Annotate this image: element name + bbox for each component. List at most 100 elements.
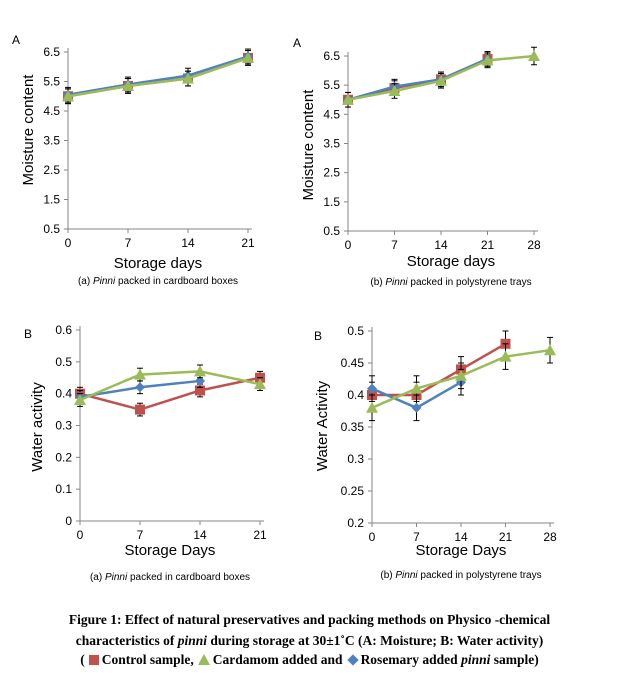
series-rosemary — [63, 48, 253, 103]
panel-label: B — [314, 329, 322, 343]
chart-panel-1: 0.5 1.5 2.5 3.5 4.5 5.5 6.5 0 7 14 21 A Storage days… — [12, 33, 255, 287]
series-line — [79, 370, 261, 402]
x-tick-label: 0 — [345, 238, 352, 252]
panel-caption: (a) Pinni packed in cardboard boxes — [90, 572, 250, 583]
y-tick-label: 0.35 — [341, 420, 365, 434]
y-tick-label: 4.5 — [323, 107, 340, 121]
data-point-triangle — [122, 79, 134, 91]
y-tick-label: 0.2 — [347, 516, 364, 530]
data-point-diamond — [367, 383, 377, 394]
series-cardamom — [366, 336, 556, 422]
y-tick-label: 0 — [65, 514, 72, 528]
series-line — [79, 376, 261, 411]
x-axis-title: Storage days — [407, 253, 495, 270]
x-tick-label: 21 — [253, 528, 267, 542]
panel-caption: (a) Pinni packed in cardboard boxes — [78, 276, 238, 287]
legend-rosemary-label: Rosemary added pinni sample) — [360, 652, 539, 667]
y-axis-title: Moisture content — [20, 74, 37, 186]
y-axis-title: Water Activity — [314, 380, 331, 471]
data-point-square — [195, 385, 205, 396]
x-tick-label: 14 — [193, 528, 207, 542]
series-rosemary — [343, 51, 493, 108]
y-tick-label: 5.5 — [43, 75, 60, 89]
data-point-triangle — [62, 90, 74, 102]
x-tick-label: 21 — [499, 530, 513, 544]
data-point-triangle — [544, 344, 556, 356]
data-point-diamond — [135, 382, 145, 393]
y-axis-title: Water activity — [29, 382, 46, 472]
y-axis-title: Moisture content — [300, 89, 317, 201]
y-tick-label: 0.3 — [55, 419, 72, 433]
legend-rosemary-marker — [346, 654, 359, 666]
x-tick-label: 14 — [181, 236, 195, 250]
x-tick-label: 14 — [434, 238, 448, 252]
series-cardamom — [342, 46, 540, 108]
panel-label: A — [12, 33, 20, 47]
y-tick-label: 0.3 — [347, 452, 364, 466]
panel-caption: (b) Pinni packed in polystyrene trays — [380, 570, 541, 581]
x-tick-label: 7 — [125, 236, 132, 250]
y-tick-label: 0.1 — [55, 482, 72, 496]
data-point-triangle — [182, 72, 194, 84]
y-tick-label: 3.5 — [43, 134, 60, 148]
x-tick-label: 0 — [77, 528, 84, 542]
series-cardamom — [74, 364, 266, 407]
y-tick-label: 1.5 — [323, 195, 340, 209]
panel-label: A — [293, 36, 301, 50]
x-axis-title: Storage days — [114, 255, 202, 272]
data-point-diamond — [411, 402, 422, 413]
legend-cardamom-marker — [197, 654, 210, 665]
y-tick-label: 5.5 — [323, 78, 340, 92]
series-cardamom — [62, 50, 254, 105]
caption-line-1: Figure 1: Effect of natural preservative… — [68, 612, 551, 627]
data-point-triangle — [342, 93, 354, 105]
data-point-triangle — [410, 382, 423, 394]
y-tick-label: 4.5 — [43, 104, 60, 118]
data-point-triangle — [74, 394, 86, 406]
series-line — [67, 56, 249, 98]
x-tick-label: 28 — [543, 530, 557, 544]
y-tick-label: 0.5 — [55, 355, 72, 369]
series-line — [347, 57, 489, 101]
x-tick-label: 7 — [391, 238, 398, 252]
chart-panel-2: 0.5 1.5 2.5 3.5 4.5 5.5 6.5 0 7 14 21 28 A Storage da… — [293, 36, 541, 288]
x-tick-label: 0 — [65, 236, 72, 250]
data-point-diamond — [195, 375, 205, 386]
series-control — [343, 51, 493, 108]
data-point-triangle — [134, 368, 146, 380]
y-tick-label: 3.5 — [323, 137, 340, 151]
y-tick-label: 0.5 — [323, 224, 340, 238]
y-tick-label: 0.4 — [347, 388, 364, 402]
y-tick-label: 0.25 — [341, 484, 365, 498]
figure-legend: (Control sample, Cardamom added and Rosema… — [80, 652, 539, 667]
chart-panel-4: 0.2 0.25 0.3 0.35 0.4 0.45 0.5 0 7 14 21 28 B Storage… — [314, 324, 557, 581]
data-point-triangle — [455, 369, 467, 381]
x-tick-label: 7 — [413, 530, 420, 544]
x-tick-label: 7 — [137, 528, 144, 542]
y-tick-label: 2.5 — [323, 166, 340, 180]
x-axis-title: Storage Days — [125, 542, 216, 559]
x-axis-title: Storage Days — [416, 542, 507, 559]
y-tick-label: 0.4 — [55, 387, 72, 401]
data-point-square — [135, 404, 145, 415]
y-tick-label: 0.45 — [341, 356, 365, 370]
figure-caption: Figure 1: Effect of natural preservative… — [0, 609, 619, 651]
data-point-triangle — [366, 401, 378, 413]
legend-control-marker — [88, 655, 99, 665]
caption-line-2: characteristics of pinni during storage … — [75, 633, 544, 648]
x-tick-label: 21 — [241, 236, 255, 250]
data-point-triangle — [242, 51, 254, 63]
y-tick-label: 0.2 — [55, 450, 72, 464]
y-tick-label: 0.5 — [43, 222, 60, 236]
x-tick-label: 28 — [527, 238, 541, 252]
data-point-triangle — [499, 350, 512, 362]
y-tick-label: 0.6 — [55, 323, 72, 337]
x-tick-label: 14 — [454, 530, 468, 544]
y-tick-label: 6.5 — [43, 45, 60, 59]
panel-label: B — [24, 327, 32, 341]
series-line — [67, 55, 249, 97]
panel-caption: (b) Pinni packed in polystyrene trays — [370, 277, 531, 288]
chart-panel-3: 0 0.1 0.2 0.3 0.4 0.5 0.6 0 7 14 21 B Storage Days Wa… — [24, 323, 267, 583]
y-tick-label: 2.5 — [43, 163, 60, 177]
